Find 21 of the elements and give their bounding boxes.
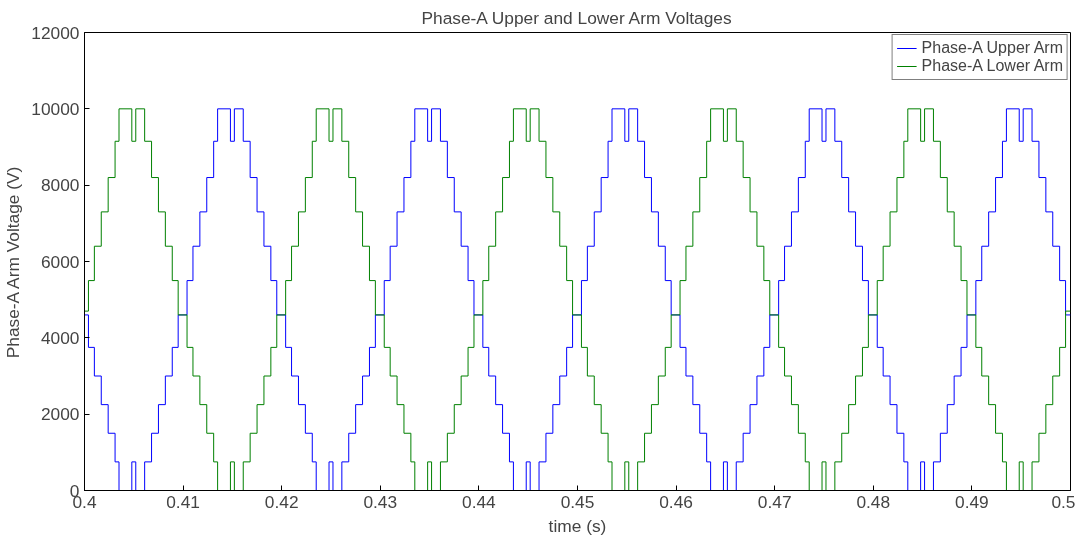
x-tick-label: 0.45 [560, 491, 595, 512]
x-tick-label: 0.44 [462, 491, 497, 512]
x-tick-label: 0.49 [955, 491, 989, 512]
y-axis-title: Phase-A Arm Voltage (V) [3, 166, 24, 359]
y-tick-label: 2000 [40, 404, 80, 425]
x-tick-label: 0.47 [757, 491, 792, 512]
x-tick-label: 0.48 [856, 491, 891, 512]
legend-label: Phase-A Upper Arm [921, 39, 1063, 57]
y-tick-label: 12000 [31, 22, 80, 43]
chart-title: Phase-A Upper and Lower Arm Voltages [421, 7, 732, 28]
y-tick-label: 6000 [40, 251, 80, 272]
x-axis-title: time (s) [548, 515, 607, 536]
y-tick-label: 8000 [40, 175, 80, 196]
x-tick-label: 0.41 [166, 491, 200, 512]
y-tick-label: 4000 [40, 327, 80, 348]
x-tick-label: 0.46 [659, 491, 693, 512]
x-tick-label: 0.42 [264, 491, 299, 512]
x-tick-label: 0.5 [1051, 491, 1076, 512]
y-tick-label: 10000 [31, 98, 80, 119]
legend-label: Phase-A Lower Arm [921, 57, 1063, 75]
x-tick-label: 0.43 [363, 491, 398, 512]
